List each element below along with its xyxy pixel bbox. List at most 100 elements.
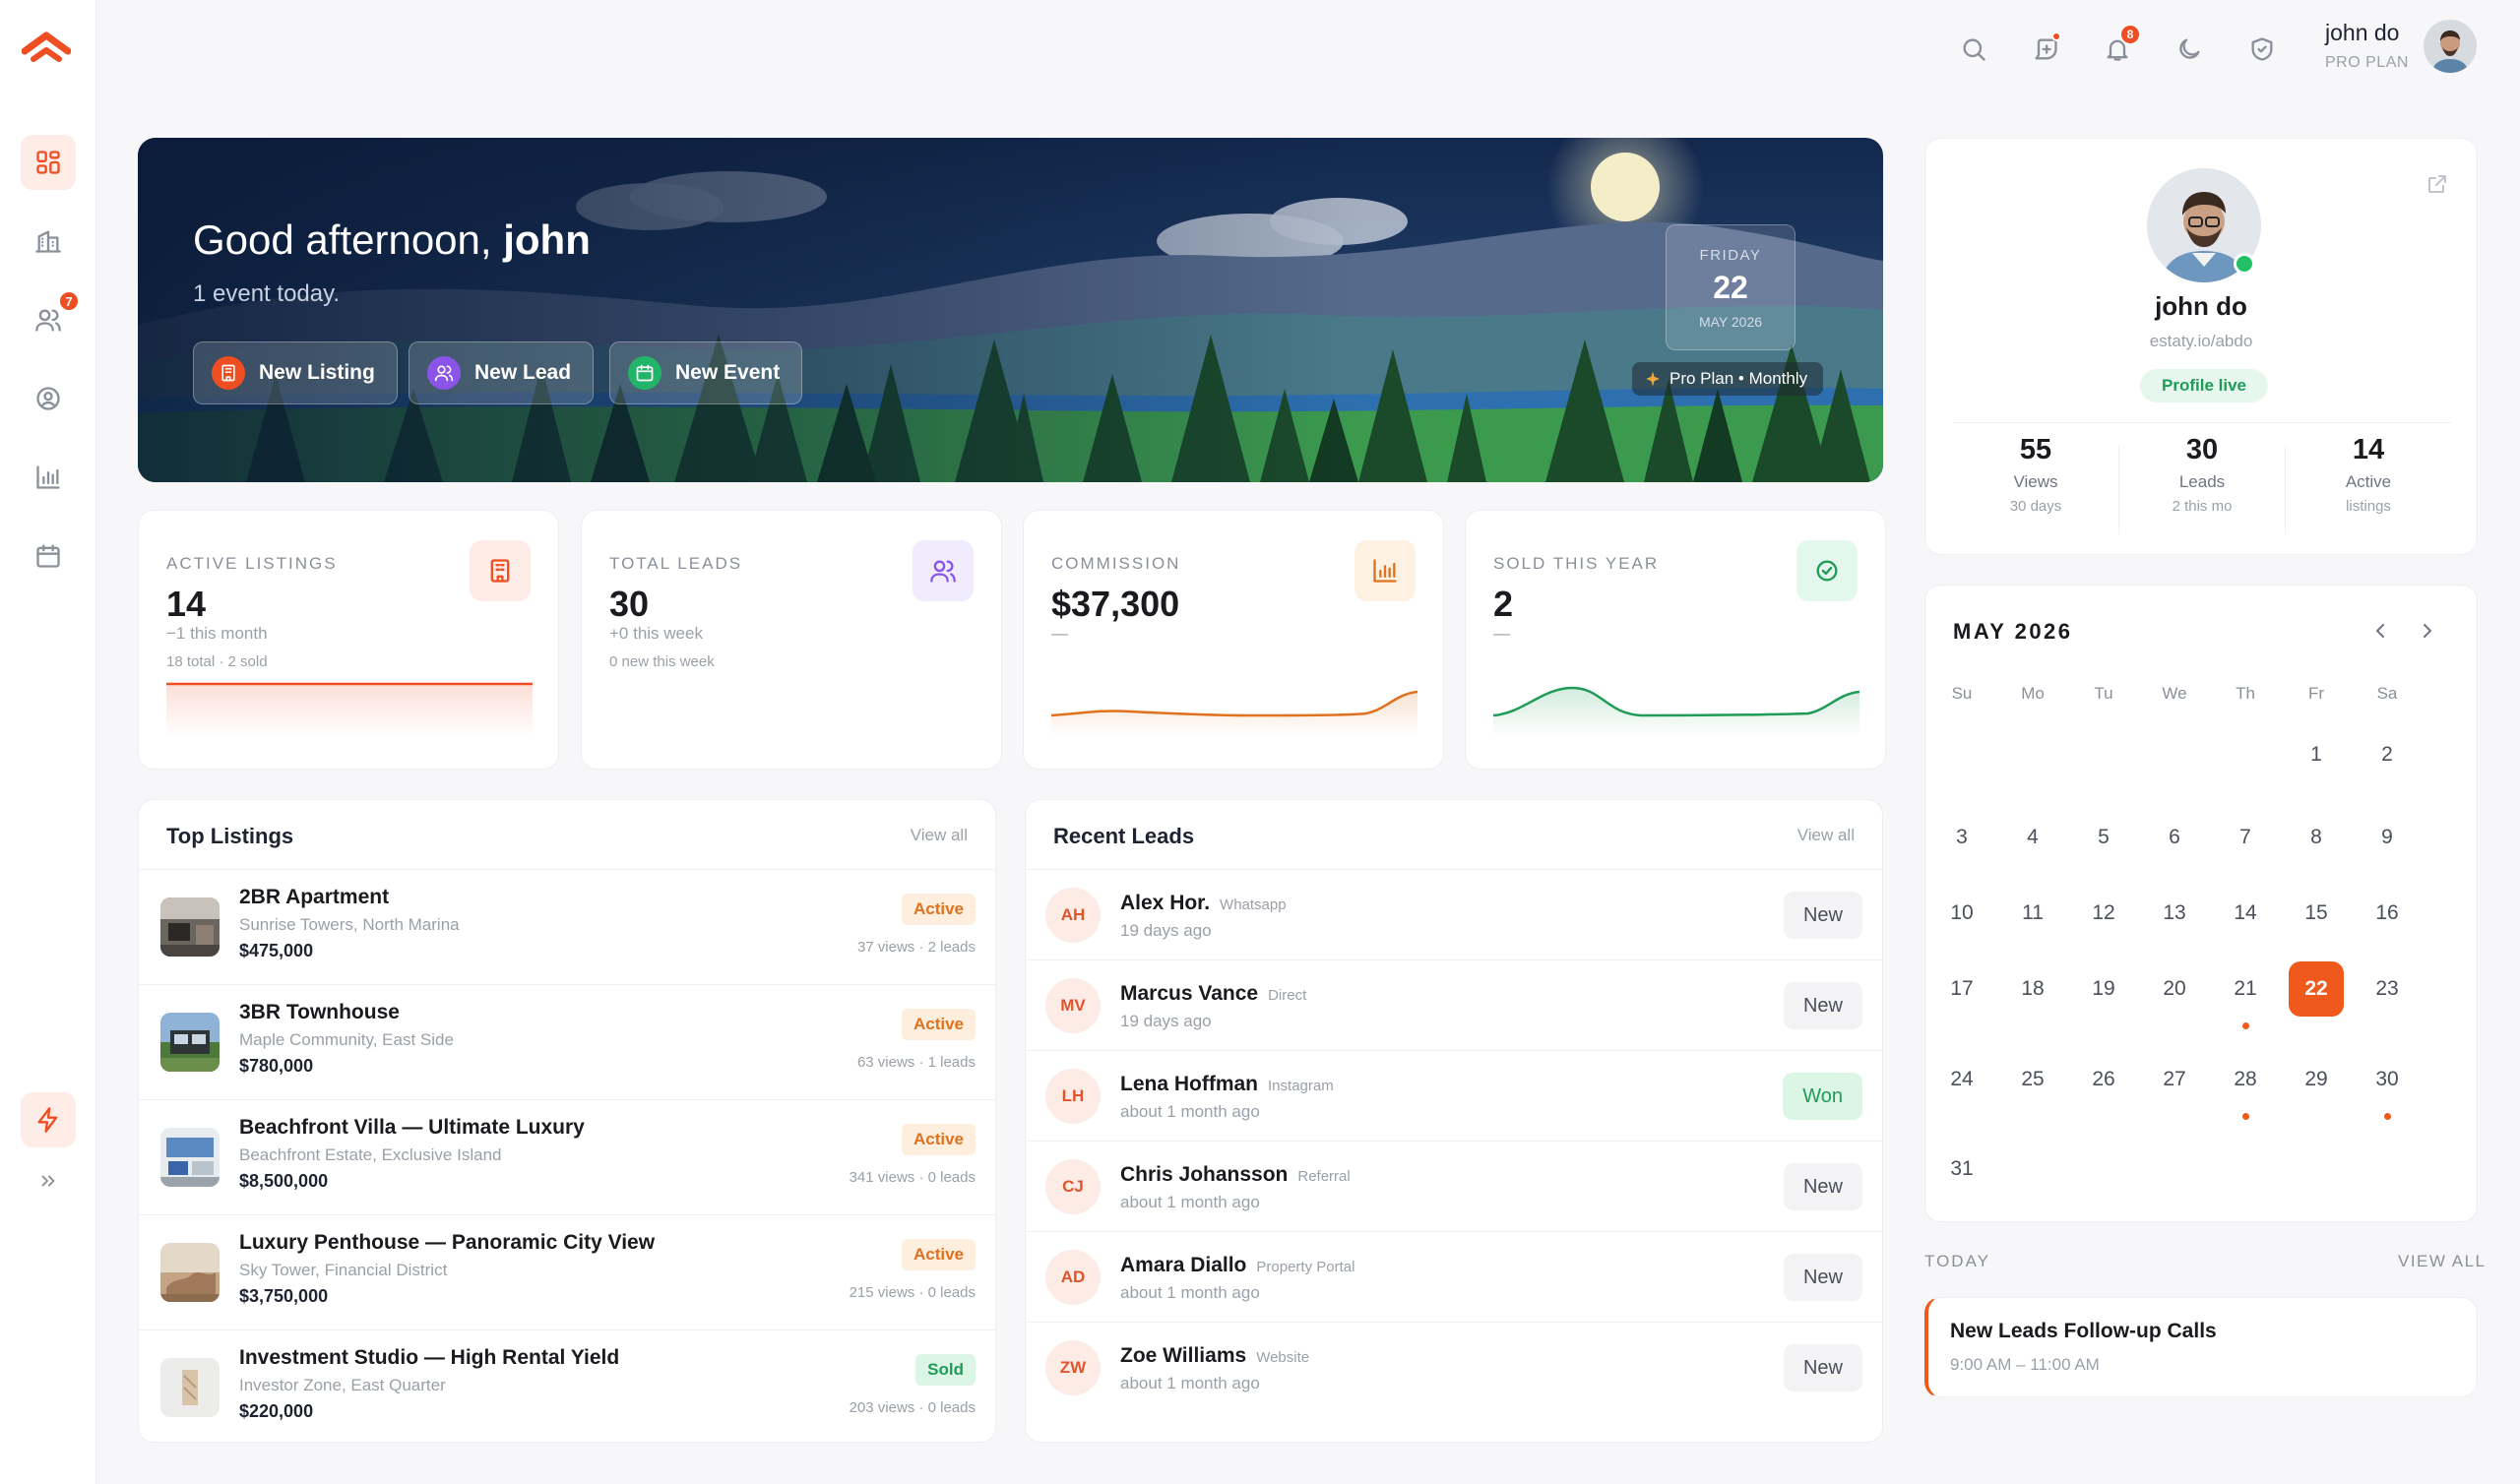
list-item[interactable]: MV Marcus Vance Direct 19 days ago New (1026, 959, 1882, 1050)
calendar-day[interactable]: 27 (2163, 1068, 2186, 1090)
notification-badge: 8 (2119, 24, 2141, 45)
nav-contacts[interactable] (21, 371, 76, 426)
calendar-day-selected[interactable]: 22 (2289, 961, 2344, 1017)
stat-value: 2 (1493, 584, 1514, 624)
external-link-icon[interactable] (2426, 172, 2449, 196)
messages-button[interactable] (2026, 30, 2065, 69)
lead-status-button[interactable]: New (1783, 1163, 1862, 1210)
calendar-day[interactable]: 31 (1950, 1157, 1974, 1180)
nav-expand[interactable] (21, 1153, 76, 1208)
lead-status-button[interactable]: New (1783, 892, 1862, 939)
list-item[interactable]: Beachfront Villa — Ultimate Luxury Beach… (139, 1099, 995, 1214)
calendar-day[interactable]: 25 (2021, 1068, 2045, 1090)
lead-time: about 1 month ago (1120, 1102, 1260, 1121)
notifications-button[interactable]: 8 (2098, 24, 2141, 69)
calendar-day[interactable]: 3 (1956, 826, 1968, 848)
calendar-day[interactable]: 10 (1950, 901, 1974, 924)
online-indicator (2234, 253, 2255, 275)
calendar-day[interactable]: 23 (2375, 977, 2399, 1000)
next-month-button[interactable] (2416, 619, 2439, 649)
search-button[interactable] (1954, 30, 1993, 69)
avatar[interactable] (2424, 20, 2477, 73)
calendar-day[interactable]: 29 (2304, 1068, 2328, 1090)
list-item[interactable]: Luxury Penthouse — Panoramic City View S… (139, 1214, 995, 1329)
lead-status-button[interactable]: New (1783, 982, 1862, 1029)
stat-icon-box (470, 540, 531, 601)
lead-status-button[interactable]: New (1783, 1254, 1862, 1301)
calendar-day[interactable]: 17 (1950, 977, 1974, 1000)
nav-analytics[interactable] (21, 450, 76, 505)
view-all-events-link[interactable]: VIEW ALL (2398, 1252, 2487, 1270)
user-name[interactable]: john do (2325, 20, 2400, 45)
calendar-day[interactable]: 8 (2310, 826, 2322, 848)
lead-status-button[interactable]: Won (1783, 1073, 1862, 1120)
user-plan: PRO PLAN (2325, 54, 2409, 71)
calendar-day[interactable]: 1 (2310, 743, 2322, 766)
stat-active-listings[interactable]: ACTIVE LISTINGS 14 −1 this month 18 tota… (138, 510, 559, 770)
prev-month-button[interactable] (2368, 619, 2392, 649)
calendar-day[interactable]: 15 (2304, 901, 2328, 924)
lead-source: Referral (1297, 1168, 1351, 1185)
calendar-day[interactable]: 16 (2375, 901, 2399, 924)
greeting-prefix: Good afternoon, (193, 216, 492, 263)
calendar-day[interactable]: 21 (2234, 977, 2257, 1000)
lead-time: 19 days ago (1120, 1012, 1212, 1030)
nav-dashboard[interactable] (21, 135, 76, 190)
list-item[interactable]: 2BR Apartment Sunrise Towers, North Mari… (139, 869, 995, 984)
new-event-button[interactable]: New Event (609, 341, 803, 404)
view-all-listings-link[interactable]: View all (910, 826, 968, 844)
list-item[interactable]: Investment Studio — High Rental Yield In… (139, 1329, 995, 1444)
new-lead-button[interactable]: New Lead (409, 341, 595, 404)
calendar-day[interactable]: 19 (2092, 977, 2115, 1000)
list-item[interactable]: LH Lena Hoffman Instagram about 1 month a… (1026, 1050, 1882, 1141)
nav-listings[interactable] (21, 214, 76, 269)
nav-leads[interactable]: 7 (21, 290, 80, 347)
list-item[interactable]: CJ Chris Johansson Referral about 1 month… (1026, 1141, 1882, 1231)
profile-url[interactable]: estaty.io/abdo (2149, 332, 2253, 350)
theme-toggle[interactable] (2170, 30, 2209, 69)
calendar-day[interactable]: 18 (2021, 977, 2045, 1000)
calendar-day[interactable]: 2 (2381, 743, 2393, 766)
calendar-day[interactable]: 30 (2375, 1068, 2399, 1090)
list-item[interactable]: 3BR Townhouse Maple Community, East Side… (139, 984, 995, 1099)
avatar-image (2424, 20, 2477, 73)
recent-leads-panel: Recent Leads View all AH Alex Hor. Whatsa… (1025, 799, 1883, 1443)
shield-check-icon (2251, 37, 2273, 61)
lead-status-button[interactable]: New (1783, 1344, 1862, 1391)
listing-thumbnail (160, 1013, 220, 1072)
view-all-leads-link[interactable]: View all (1796, 826, 1855, 844)
new-listing-button[interactable]: New Listing (193, 341, 398, 404)
new-event-label: New Event (675, 361, 781, 384)
calendar-day[interactable]: 26 (2092, 1068, 2115, 1090)
calendar-day[interactable]: 20 (2163, 977, 2186, 1000)
calendar-day[interactable]: 7 (2239, 826, 2251, 848)
list-item[interactable]: AH Alex Hor. Whatsapp 19 days ago New (1026, 869, 1882, 959)
calendar-day[interactable]: 9 (2381, 826, 2393, 848)
calendar-day[interactable]: 4 (2027, 826, 2039, 848)
panel-title: Top Listings (166, 824, 294, 848)
calendar-day[interactable]: 5 (2098, 826, 2110, 848)
plan-badge: Pro Plan • Monthly (1632, 362, 1824, 396)
list-item[interactable]: ZW Zoe Williams Website about 1 month ago… (1026, 1322, 1882, 1412)
stat-total-leads[interactable]: TOTAL LEADS 30 +0 this week 0 new this w… (581, 510, 1002, 770)
stat-commission[interactable]: COMMISSION $37,300 — (1023, 510, 1444, 770)
messages-dot (2051, 31, 2061, 41)
calendar-day[interactable]: 24 (1950, 1068, 1974, 1090)
list-item[interactable]: AD Amara Diallo Property Portal about 1 m… (1026, 1231, 1882, 1322)
listing-location: Maple Community, East Side (239, 1030, 454, 1049)
calendar-day[interactable]: 11 (2022, 901, 2044, 924)
calendar-day[interactable]: 13 (2163, 901, 2186, 924)
calendar-day[interactable]: 12 (2092, 901, 2115, 924)
nav-quick-actions[interactable] (21, 1092, 76, 1147)
stat-sold-this-year[interactable]: SOLD THIS YEAR 2 — (1465, 510, 1886, 770)
listing-meta: 203 views · 0 leads (849, 1399, 976, 1416)
calendar-day[interactable]: 6 (2169, 826, 2180, 848)
brand-logo[interactable] (22, 30, 71, 65)
calendar-day[interactable]: 14 (2234, 901, 2257, 924)
event-card[interactable]: New Leads Follow-up Calls 9:00 AM – 11:0… (1924, 1297, 2478, 1397)
stat-value: $37,300 (1051, 584, 1180, 624)
nav-calendar[interactable] (21, 528, 76, 584)
security-button[interactable] (2242, 30, 2282, 69)
listing-title: 3BR Townhouse (239, 1001, 400, 1023)
calendar-day[interactable]: 28 (2234, 1068, 2257, 1090)
